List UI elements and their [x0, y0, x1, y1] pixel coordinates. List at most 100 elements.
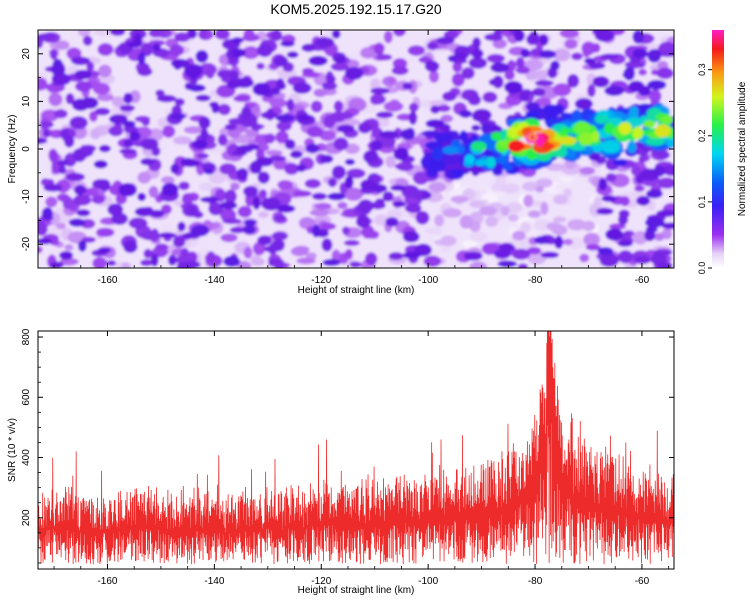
heatmap-cell — [308, 55, 328, 66]
heatmap-cell — [525, 110, 540, 119]
heatmap-cell — [53, 109, 68, 119]
heatmap-cell — [331, 30, 341, 39]
heatmap-cell — [498, 242, 515, 252]
heatmap-cell — [426, 41, 439, 51]
heatmap-cell — [219, 201, 238, 210]
heatmap-cell — [382, 191, 394, 202]
heatmap-cell — [72, 148, 87, 163]
heatmap-cell — [98, 64, 112, 78]
heatmap-cell — [654, 232, 665, 242]
heatmap-cell — [562, 238, 573, 246]
heatmap-cell — [490, 62, 510, 73]
colorbar-tick-label: 0.1 — [697, 196, 707, 209]
heatmap-cell — [181, 192, 194, 205]
heatmap-cell — [330, 111, 347, 123]
heatmap-cell — [181, 159, 200, 168]
heatmap-cell — [56, 159, 70, 166]
heatmap-cell — [579, 166, 596, 175]
heatmap-cell — [529, 30, 539, 42]
heatmap-cell — [645, 137, 666, 146]
heatmap-cell — [603, 122, 614, 134]
heatmap-cell — [258, 189, 268, 199]
heatmap-cell — [236, 260, 252, 268]
heatmap-cell — [224, 123, 237, 131]
heatmap-cell — [408, 111, 418, 125]
heatmap-cell — [637, 85, 651, 97]
heatmap-cell — [578, 132, 594, 146]
heatmap-cell — [275, 114, 295, 123]
heatmap-cell — [480, 122, 492, 135]
heatmap-cell — [205, 65, 215, 79]
heatmap-cell — [597, 246, 614, 256]
heatmap-cell — [630, 165, 642, 176]
heatmap-cell — [481, 242, 499, 255]
heatmap-cell — [617, 240, 633, 247]
heatmap-cell — [459, 130, 468, 143]
heatmap-cell — [119, 104, 135, 112]
heatmap-cell — [93, 159, 108, 169]
heatmap-cell — [150, 253, 159, 267]
heatmap-cell — [587, 84, 596, 98]
heatmap-cell — [407, 45, 426, 56]
heatmap-cell — [73, 184, 86, 196]
heatmap-cell — [535, 186, 544, 193]
heatmap-cell — [553, 194, 569, 205]
heatmap-cell — [192, 139, 208, 150]
heatmap-cell — [89, 70, 100, 79]
heatmap-cell — [257, 211, 270, 218]
heatmap-cell — [49, 261, 64, 268]
heatmap-cell — [393, 147, 410, 161]
heatmap-cell — [522, 181, 540, 192]
heatmap-cell — [97, 247, 112, 254]
heatmap-cell — [265, 149, 283, 157]
heatmap-cell — [661, 115, 674, 125]
heatmap-cell — [501, 205, 510, 217]
heatmap-cell — [167, 254, 177, 266]
heatmap-cell — [123, 139, 133, 148]
heatmap-cell — [632, 126, 644, 140]
heatmap-cell — [99, 179, 111, 192]
heatmap-cell — [284, 139, 296, 150]
heatmap-cell — [276, 81, 287, 90]
heatmap-cell — [542, 104, 563, 116]
heatmap-cell — [392, 30, 406, 37]
heatmap-cell — [286, 51, 299, 59]
heatmap-cell — [472, 108, 492, 122]
heatmap-x-axis-label: Height of straight line (km) — [298, 285, 415, 296]
heatmap-cell — [38, 245, 43, 254]
heatmap-cell — [226, 80, 242, 89]
heatmap-cell — [656, 67, 674, 80]
heatmap-cell — [161, 223, 175, 235]
heatmap-cell — [148, 186, 159, 198]
heatmap-cell — [567, 74, 580, 88]
heatmap-cell — [242, 33, 260, 42]
heatmap-peak — [529, 135, 535, 140]
heatmap-cell — [82, 35, 93, 46]
heatmap-cell — [573, 121, 592, 135]
heatmap-cell — [273, 158, 287, 170]
heatmap-cell — [396, 161, 414, 172]
heatmap-cell — [632, 48, 649, 59]
snr-x-tick-label: -80 — [528, 576, 543, 587]
heatmap-cell — [42, 128, 51, 138]
heatmap-cell — [74, 69, 92, 80]
heatmap-cell — [527, 210, 541, 219]
heatmap-cell — [217, 134, 228, 146]
heatmap-cell — [75, 80, 92, 92]
heatmap-cell — [442, 208, 462, 218]
heatmap-cell — [349, 261, 362, 268]
heatmap-cell — [38, 238, 53, 245]
snr-x-tick-label: -60 — [635, 576, 650, 587]
heatmap-cell — [127, 41, 142, 48]
heatmap-cell — [605, 172, 617, 183]
heatmap-cell — [41, 207, 54, 220]
heatmap-cell — [53, 73, 72, 86]
heatmap-cell — [148, 39, 166, 47]
heatmap-cell — [107, 203, 124, 216]
heatmap-cell — [61, 130, 70, 142]
heatmap-cell — [123, 92, 133, 104]
colorbar-tick-label: 0.3 — [697, 63, 707, 76]
heatmap-cell — [512, 230, 526, 241]
heatmap-cell — [534, 79, 554, 87]
heatmap-cell — [535, 134, 545, 147]
